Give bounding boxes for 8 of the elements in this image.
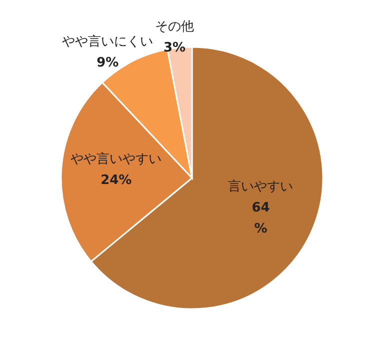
slice-label: やや言いにくい [62,34,154,50]
data-label: 24% [100,173,132,188]
slice-label: やや言いやすい [70,151,162,168]
slice-label: 言いやすい [228,178,294,194]
data-label: 64 % [252,200,270,236]
data-label: 9% [96,56,119,71]
slice-label: その他 [155,20,194,35]
data-label: 3% [163,40,186,56]
